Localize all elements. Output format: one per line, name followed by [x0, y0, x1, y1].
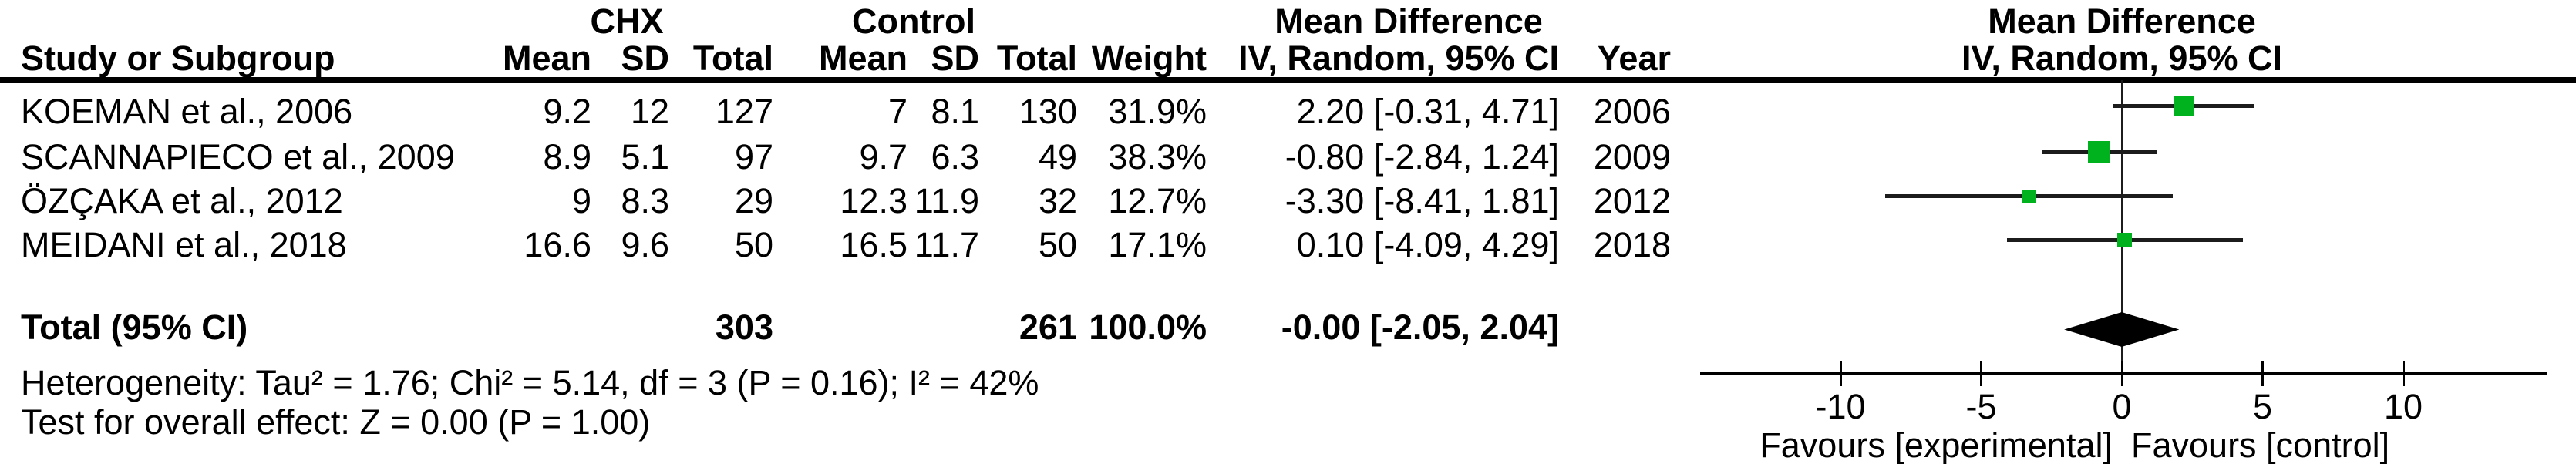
axis-tick — [1980, 361, 1982, 386]
chx-total-cell: 50 — [734, 225, 773, 264]
heterogeneity-text: Heterogeneity: Tau² = 1.76; Chi² = 5.14,… — [21, 363, 1039, 402]
col-header-ctl-mean: Mean — [818, 39, 907, 78]
favours-control-label: Favours [control] — [2131, 425, 2390, 464]
axis-tick-label: -10 — [1815, 387, 1866, 426]
group-header-chx: CHX — [590, 2, 664, 41]
study-name-cell: KOEMAN et al., 2006 — [21, 92, 353, 131]
weight-cell: 38.3% — [1108, 137, 1207, 177]
effect-square — [2088, 140, 2111, 163]
chx-sd-cell: 9.6 — [621, 225, 669, 264]
effect-square — [2022, 189, 2036, 203]
plot-header-md: Mean Difference — [1988, 2, 2256, 41]
total-weight: 100.0% — [1089, 308, 1207, 347]
ctl-total-cell: 50 — [1038, 225, 1077, 264]
col-header-chx-total: Total — [692, 39, 773, 78]
col-header-md-ci: IV, Random, 95% CI — [1238, 39, 1559, 78]
header-rule — [0, 77, 2576, 83]
favours-experimental-label: Favours [experimental] — [1759, 425, 2113, 464]
plot-header-md-ci: IV, Random, 95% CI — [1961, 39, 2282, 78]
chx-mean-cell: 9.2 — [543, 92, 591, 131]
axis-tick — [2261, 361, 2264, 386]
col-header-study: Study or Subgroup — [21, 39, 335, 78]
chx-sd-cell: 8.3 — [621, 181, 669, 220]
year-cell: 2006 — [1593, 92, 1671, 131]
effect-square — [2173, 95, 2194, 116]
x-axis-line — [1699, 372, 2547, 375]
ctl-mean-cell: 9.7 — [859, 137, 907, 177]
year-cell: 2018 — [1593, 225, 1671, 264]
md-ci-cell: -0.80 [-2.84, 1.24] — [1285, 137, 1559, 177]
chx-mean-cell: 9 — [571, 181, 591, 220]
ctl-mean-cell: 16.5 — [840, 225, 907, 264]
ctl-mean-cell: 12.3 — [840, 181, 907, 220]
chx-total-cell: 97 — [734, 137, 773, 177]
total-md-ci: -0.00 [-2.05, 2.04] — [1281, 308, 1559, 347]
weight-cell: 31.9% — [1108, 92, 1207, 131]
axis-tick-label: 5 — [2252, 387, 2273, 426]
ctl-mean-cell: 7 — [887, 92, 907, 131]
md-ci-cell: 0.10 [-4.09, 4.29] — [1296, 225, 1559, 264]
group-header-md: Mean Difference — [1275, 2, 1543, 41]
total-label: Total (95% CI) — [21, 308, 248, 347]
chx-total-cell: 29 — [734, 181, 773, 220]
chx-sd-cell: 5.1 — [621, 137, 669, 177]
ctl-sd-cell: 8.1 — [931, 92, 979, 131]
total-ctl-total: 261 — [1019, 308, 1077, 347]
chx-total-cell: 127 — [715, 92, 773, 131]
chx-mean-cell: 16.6 — [524, 225, 591, 264]
weight-cell: 17.1% — [1108, 225, 1207, 264]
axis-tick-label: 0 — [2112, 387, 2132, 426]
axis-tick — [2402, 361, 2405, 386]
col-header-chx-sd: SD — [621, 39, 669, 78]
md-ci-cell: -3.30 [-8.41, 1.81] — [1285, 181, 1559, 220]
ctl-sd-cell: 6.3 — [931, 137, 979, 177]
ctl-total-cell: 130 — [1019, 92, 1077, 131]
overall-effect-text: Test for overall effect: Z = 0.00 (P = 1… — [21, 402, 651, 442]
zero-effect-line — [2120, 80, 2123, 374]
ctl-sd-cell: 11.9 — [914, 181, 979, 220]
axis-tick-label: -5 — [1965, 387, 1997, 426]
effect-square — [2117, 232, 2133, 247]
ctl-sd-cell: 11.7 — [914, 225, 979, 264]
col-header-chx-mean: Mean — [502, 39, 591, 78]
year-cell: 2012 — [1593, 181, 1671, 220]
summary-diamond — [2064, 312, 2180, 347]
col-header-ctl-total: Total — [996, 39, 1077, 78]
study-name-cell: ÖZÇAKA et al., 2012 — [21, 181, 343, 220]
year-cell: 2009 — [1593, 137, 1671, 177]
study-name-cell: SCANNAPIECO et al., 2009 — [21, 137, 455, 177]
col-header-year: Year — [1597, 39, 1671, 78]
group-header-control: Control — [852, 2, 975, 41]
ctl-total-cell: 49 — [1038, 137, 1077, 177]
md-ci-cell: 2.20 [-0.31, 4.71] — [1296, 92, 1559, 131]
ctl-total-cell: 32 — [1038, 181, 1077, 220]
axis-tick — [2120, 361, 2123, 386]
total-chx-total: 303 — [715, 308, 773, 347]
chx-mean-cell: 8.9 — [543, 137, 591, 177]
study-name-cell: MEIDANI et al., 2018 — [21, 225, 347, 264]
axis-tick-label: 10 — [2383, 387, 2423, 426]
chx-sd-cell: 12 — [630, 92, 669, 131]
axis-tick — [1839, 361, 1842, 386]
col-header-ctl-sd: SD — [931, 39, 979, 78]
col-header-weight: Weight — [1091, 39, 1207, 78]
weight-cell: 12.7% — [1108, 181, 1207, 220]
